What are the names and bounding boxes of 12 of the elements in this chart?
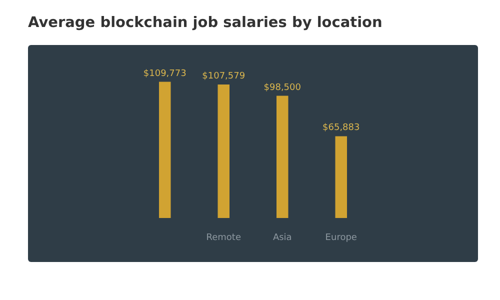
bar	[335, 136, 347, 218]
data-label: $65,883	[322, 123, 360, 134]
data-label: $109,773	[143, 68, 186, 79]
bar	[276, 96, 288, 218]
chart-title: Average blockchain job salaries by location	[28, 15, 382, 31]
x-tick-label: Remote	[206, 233, 242, 243]
bar	[218, 84, 230, 218]
data-label: $107,579	[202, 72, 246, 82]
bar	[159, 82, 171, 218]
x-tick-label: Europe	[325, 233, 358, 243]
x-tick-label: Asia	[272, 233, 292, 243]
data-label: $98,500	[264, 82, 302, 93]
